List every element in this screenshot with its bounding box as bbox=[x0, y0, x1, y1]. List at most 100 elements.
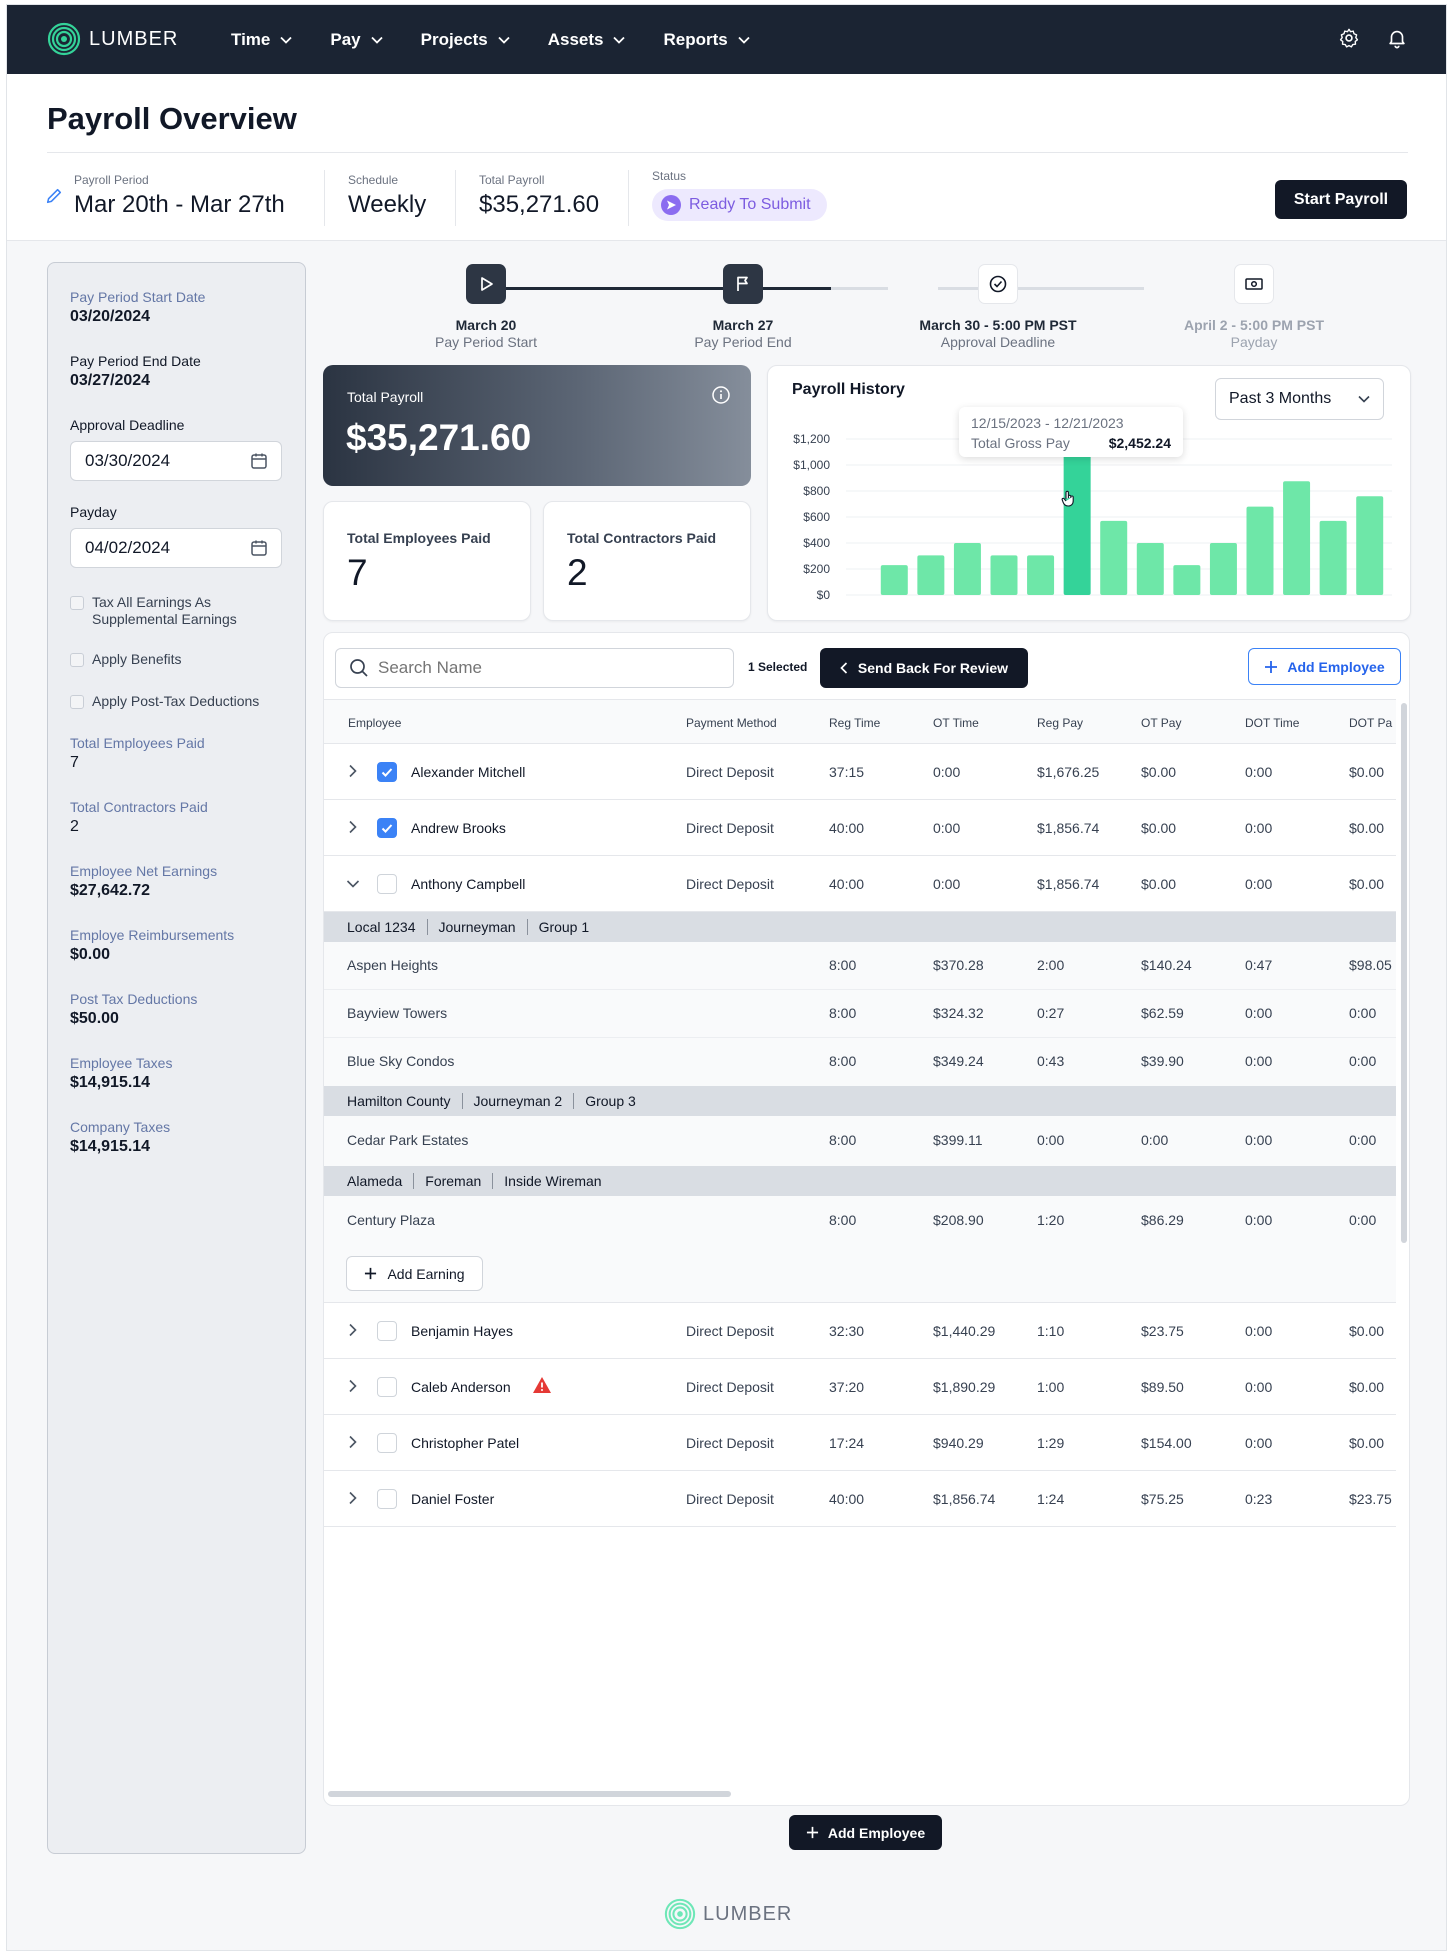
earning-row[interactable]: Cedar Park Estates 8:00 $399.11 0:00 0:0… bbox=[324, 1116, 1396, 1166]
checkbox[interactable] bbox=[70, 695, 84, 709]
total-payroll: Total Payroll $35,271.60 bbox=[479, 173, 599, 219]
bell-icon[interactable] bbox=[1386, 27, 1408, 49]
calendar-icon[interactable] bbox=[250, 539, 268, 557]
col-dot-pay[interactable]: DOT Pa bbox=[1349, 716, 1393, 730]
payday-input[interactable]: 04/02/2024 bbox=[70, 528, 282, 568]
col-payment-method[interactable]: Payment Method bbox=[686, 716, 777, 730]
pencil-icon[interactable] bbox=[45, 187, 63, 205]
apply-post-tax-checkbox[interactable]: Apply Post-Tax Deductions bbox=[70, 693, 259, 710]
chart-bar[interactable] bbox=[1136, 543, 1164, 595]
row-checkbox[interactable] bbox=[377, 762, 397, 782]
nav-pay[interactable]: Pay bbox=[330, 30, 383, 50]
chart-bar[interactable] bbox=[1246, 506, 1274, 595]
apply-benefits-checkbox[interactable]: Apply Benefits bbox=[70, 651, 182, 668]
earning-row[interactable]: Century Plaza 8:00 $208.90 1:20 $86.29 0… bbox=[324, 1196, 1396, 1246]
search-box[interactable] bbox=[335, 648, 734, 688]
nav-reports[interactable]: Reports bbox=[663, 30, 750, 50]
employee-table-card: 1 Selected Send Back For Review Add Empl… bbox=[323, 632, 1410, 1806]
earning-row[interactable]: Blue Sky Condos 8:00 $349.24 0:43 $39.90… bbox=[324, 1038, 1396, 1086]
y-tick-label: $400 bbox=[803, 536, 830, 550]
chart-bar[interactable] bbox=[1209, 543, 1237, 595]
chart-bar[interactable] bbox=[1027, 555, 1055, 595]
brand-logo[interactable]: LUMBER bbox=[47, 22, 178, 56]
table-row-expanded[interactable]: Anthony Campbell Direct Deposit 40:00 0:… bbox=[324, 856, 1396, 912]
chevron-right-icon[interactable] bbox=[348, 1323, 358, 1337]
row-checkbox[interactable] bbox=[377, 1377, 397, 1397]
approval-deadline-value: 03/30/2024 bbox=[85, 451, 171, 470]
vertical-scrollbar[interactable] bbox=[1401, 703, 1407, 1243]
chart-bar[interactable] bbox=[1173, 565, 1201, 595]
earning-value: 2:00 bbox=[1037, 957, 1065, 973]
search-input[interactable] bbox=[378, 658, 708, 678]
employee-name: Andrew Brooks bbox=[411, 820, 506, 836]
chart-bar[interactable] bbox=[917, 555, 945, 595]
send-back-label: Send Back For Review bbox=[857, 660, 1009, 676]
employee-name: Christopher Patel bbox=[411, 1435, 520, 1451]
table-row[interactable]: Alexander Mitchell Direct Deposit 37:15 … bbox=[324, 744, 1396, 800]
add-earning-button[interactable]: Add Earning bbox=[346, 1256, 483, 1291]
end-date-label: Pay Period End Date bbox=[70, 353, 201, 369]
table-row[interactable]: Caleb Anderson Direct Deposit 37:20 $1,8… bbox=[324, 1359, 1396, 1415]
info-icon[interactable] bbox=[711, 385, 731, 405]
earning-row[interactable]: Bayview Towers 8:00 $324.32 0:27 $62.59 … bbox=[324, 990, 1396, 1038]
chevron-right-icon[interactable] bbox=[348, 764, 358, 778]
chart-bar[interactable] bbox=[880, 565, 908, 595]
add-employee-button-top[interactable]: Add Employee bbox=[1248, 648, 1401, 685]
add-employee-button-bottom[interactable]: Add Employee bbox=[789, 1815, 942, 1850]
payday-label: Payday bbox=[70, 504, 117, 520]
chart-bar[interactable] bbox=[990, 555, 1018, 595]
nav-assets[interactable]: Assets bbox=[548, 30, 626, 50]
tax-supplemental-checkbox[interactable]: Tax All Earnings As Supplemental Earning… bbox=[70, 594, 275, 628]
row-checkbox[interactable] bbox=[377, 874, 397, 894]
chart-bar[interactable] bbox=[1283, 481, 1311, 595]
add-employee-label: Add Employee bbox=[1287, 658, 1385, 675]
approval-deadline-input[interactable]: 03/30/2024 bbox=[70, 441, 282, 481]
contractors-paid-label: Total Contractors Paid bbox=[70, 799, 208, 815]
nav-projects[interactable]: Projects bbox=[421, 30, 510, 50]
row-checkbox[interactable] bbox=[377, 818, 397, 838]
chevron-right-icon[interactable] bbox=[348, 1491, 358, 1505]
chart-bar[interactable] bbox=[1063, 452, 1091, 595]
col-reg-time[interactable]: Reg Time bbox=[829, 716, 881, 730]
horizontal-scrollbar[interactable] bbox=[328, 1791, 731, 1797]
col-ot-time[interactable]: OT Time bbox=[933, 716, 979, 730]
row-checkbox[interactable] bbox=[377, 1433, 397, 1453]
post-tax-deductions: Post Tax Deductions $50.00 bbox=[70, 991, 197, 1028]
range-select[interactable]: Past 3 Months bbox=[1215, 378, 1384, 420]
table-row[interactable]: Andrew Brooks Direct Deposit 40:00 0:00 … bbox=[324, 800, 1396, 856]
reg-time: 32:30 bbox=[829, 1323, 865, 1339]
col-reg-pay[interactable]: Reg Pay bbox=[1037, 716, 1084, 730]
total-payroll-card-value: $35,271.60 bbox=[346, 417, 532, 458]
chart-bar[interactable] bbox=[1356, 496, 1384, 595]
table-row[interactable]: Daniel Foster Direct Deposit 40:00 $1,85… bbox=[324, 1471, 1396, 1527]
warning-icon[interactable] bbox=[532, 1376, 552, 1394]
payment-method: Direct Deposit bbox=[686, 1323, 774, 1339]
range-select-value: Past 3 Months bbox=[1229, 390, 1332, 407]
nav-time[interactable]: Time bbox=[231, 30, 293, 50]
chart-bar[interactable] bbox=[1319, 520, 1347, 595]
col-employee[interactable]: Employee bbox=[348, 716, 402, 730]
y-tick-label: $200 bbox=[803, 562, 830, 576]
chart-bar[interactable] bbox=[1100, 520, 1128, 595]
chevron-down-icon[interactable] bbox=[346, 879, 360, 889]
chevron-right-icon[interactable] bbox=[348, 820, 358, 834]
row-checkbox[interactable] bbox=[377, 1489, 397, 1509]
payroll-timeline: March 20 Pay Period Start March 27 Pay P… bbox=[322, 262, 1412, 362]
table-row[interactable]: Christopher Patel Direct Deposit 17:24 $… bbox=[324, 1415, 1396, 1471]
chart-bar[interactable] bbox=[953, 543, 981, 595]
earning-row[interactable]: Aspen Heights 8:00 $370.28 2:00 $140.24 … bbox=[324, 942, 1396, 990]
start-payroll-button[interactable]: Start Payroll bbox=[1275, 180, 1407, 219]
checkbox[interactable] bbox=[70, 653, 84, 667]
payment-method: Direct Deposit bbox=[686, 1379, 774, 1395]
chevron-right-icon[interactable] bbox=[348, 1435, 358, 1449]
col-ot-pay[interactable]: OT Pay bbox=[1141, 716, 1182, 730]
row-checkbox[interactable] bbox=[377, 1321, 397, 1341]
contractors-paid-card-label: Total Contractors Paid bbox=[567, 530, 717, 546]
gear-icon[interactable] bbox=[1338, 27, 1360, 49]
chevron-right-icon[interactable] bbox=[348, 1379, 358, 1393]
table-row[interactable]: Benjamin Hayes Direct Deposit 32:30 $1,4… bbox=[324, 1303, 1396, 1359]
col-dot-time[interactable]: DOT Time bbox=[1245, 716, 1300, 730]
send-back-button[interactable]: Send Back For Review bbox=[820, 648, 1028, 688]
calendar-icon[interactable] bbox=[250, 452, 268, 470]
checkbox[interactable] bbox=[70, 596, 84, 610]
